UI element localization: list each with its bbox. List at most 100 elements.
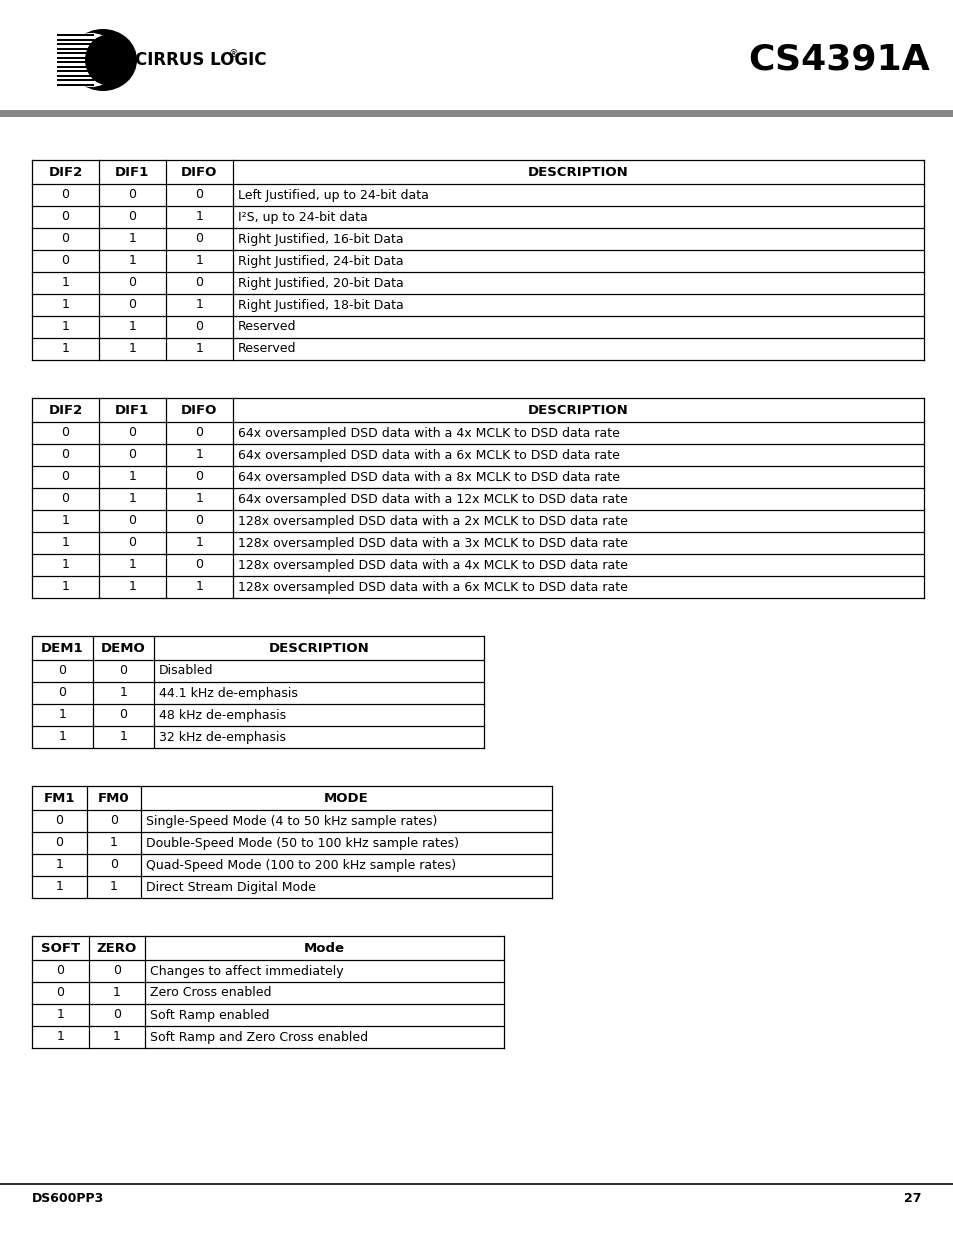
Text: 1: 1 [129,254,136,268]
Bar [57,65,106,68]
Text: 1: 1 [61,558,70,572]
Text: 0: 0 [61,210,70,224]
Text: DIF2: DIF2 [49,404,83,416]
Text: 1: 1 [55,881,63,893]
Text: 64x oversampled DSD data with a 6x MCLK to DSD data rate: 64x oversampled DSD data with a 6x MCLK … [237,448,618,462]
Text: Reserved: Reserved [237,321,295,333]
Ellipse shape [63,33,119,86]
Text: 1: 1 [195,210,203,224]
Text: 128x oversampled DSD data with a 2x MCLK to DSD data rate: 128x oversampled DSD data with a 2x MCLK… [237,515,627,527]
Text: Soft Ramp and Zero Cross enabled: Soft Ramp and Zero Cross enabled [151,1030,368,1044]
Text: 0: 0 [195,558,203,572]
Text: ZERO: ZERO [97,941,137,955]
Bar [57,57,109,59]
Text: 1: 1 [129,493,136,505]
Text: 64x oversampled DSD data with a 4x MCLK to DSD data rate: 64x oversampled DSD data with a 4x MCLK … [237,426,618,440]
Text: 1: 1 [129,342,136,356]
Text: 64x oversampled DSD data with a 12x MCLK to DSD data rate: 64x oversampled DSD data with a 12x MCLK… [237,493,627,505]
Text: Disabled: Disabled [159,664,213,678]
Text: 0: 0 [129,448,136,462]
Text: 1: 1 [112,1030,121,1044]
Text: 1: 1 [56,1030,64,1044]
Text: Right Justified, 18-bit Data: Right Justified, 18-bit Data [237,299,403,311]
Text: 128x oversampled DSD data with a 6x MCLK to DSD data rate: 128x oversampled DSD data with a 6x MCLK… [237,580,627,594]
Text: Changes to affect immediately: Changes to affect immediately [151,965,343,977]
Text: 1: 1 [195,299,203,311]
Text: 0: 0 [119,664,128,678]
Bar [32,161,923,359]
Text: 0: 0 [129,515,136,527]
Text: 1: 1 [61,342,70,356]
Text: 0: 0 [110,815,118,827]
Text: 1: 1 [110,881,118,893]
Text: 0: 0 [61,471,70,483]
Text: 0: 0 [56,965,64,977]
Text: 0: 0 [61,448,70,462]
Text: 1: 1 [112,987,121,999]
Text: 1: 1 [58,730,67,743]
Bar [57,79,96,82]
Text: 1: 1 [195,254,203,268]
Bar [32,785,552,898]
Text: 1: 1 [61,536,70,550]
Text: 1: 1 [195,493,203,505]
Text: DIFO: DIFO [181,404,217,416]
Text: Right Justified, 20-bit Data: Right Justified, 20-bit Data [237,277,403,289]
Bar [0,1183,953,1186]
Text: 0: 0 [195,277,203,289]
Bar [57,38,96,41]
Text: Soft Ramp enabled: Soft Ramp enabled [151,1009,270,1021]
Text: 32 kHz de-emphasis: 32 kHz de-emphasis [159,730,286,743]
Bar [32,636,483,748]
Text: 0: 0 [112,965,121,977]
Text: 0: 0 [56,987,64,999]
Text: Single-Speed Mode (4 to 50 kHz sample rates): Single-Speed Mode (4 to 50 kHz sample ra… [146,815,437,827]
Text: DESCRIPTION: DESCRIPTION [527,404,628,416]
Text: FM1: FM1 [44,792,75,804]
Bar [0,0,953,115]
Bar [57,52,106,54]
Text: 1: 1 [119,730,128,743]
Text: 1: 1 [195,580,203,594]
Text: 1: 1 [55,858,63,872]
Text: 1: 1 [61,277,70,289]
Text: 0: 0 [195,189,203,201]
Text: 0: 0 [129,277,136,289]
Text: 0: 0 [195,471,203,483]
Bar [57,48,104,49]
Text: CS4391A: CS4391A [747,43,929,77]
Ellipse shape [69,28,137,91]
Text: 0: 0 [112,1009,121,1021]
Text: 1: 1 [129,580,136,594]
Text: Direct Stream Digital Mode: Direct Stream Digital Mode [146,881,315,893]
Text: 128x oversampled DSD data with a 4x MCLK to DSD data rate: 128x oversampled DSD data with a 4x MCLK… [237,558,627,572]
Bar [57,61,109,63]
Text: 48 kHz de-emphasis: 48 kHz de-emphasis [159,709,286,721]
Text: DIF1: DIF1 [115,404,150,416]
Text: 1: 1 [61,580,70,594]
Text: 1: 1 [61,515,70,527]
Text: 1: 1 [129,471,136,483]
Text: Left Justified, up to 24-bit data: Left Justified, up to 24-bit data [237,189,428,201]
Text: 1: 1 [61,299,70,311]
Bar [32,398,923,598]
Text: 0: 0 [61,189,70,201]
Text: 0: 0 [61,232,70,246]
Text: FM0: FM0 [98,792,130,804]
Text: 64x oversampled DSD data with a 8x MCLK to DSD data rate: 64x oversampled DSD data with a 8x MCLK … [237,471,619,483]
Text: 0: 0 [119,709,128,721]
Bar [57,74,100,77]
Text: 0: 0 [61,426,70,440]
Ellipse shape [85,35,129,85]
Text: 1: 1 [195,448,203,462]
Bar [32,936,503,1049]
Text: DS600PP3: DS600PP3 [32,1193,104,1205]
Text: Mode: Mode [304,941,345,955]
Text: DIF2: DIF2 [49,165,83,179]
Text: 1: 1 [129,558,136,572]
Text: 0: 0 [129,536,136,550]
Text: DEM1: DEM1 [41,641,84,655]
Bar [0,110,953,117]
Text: 0: 0 [129,210,136,224]
Text: 0: 0 [55,836,63,850]
